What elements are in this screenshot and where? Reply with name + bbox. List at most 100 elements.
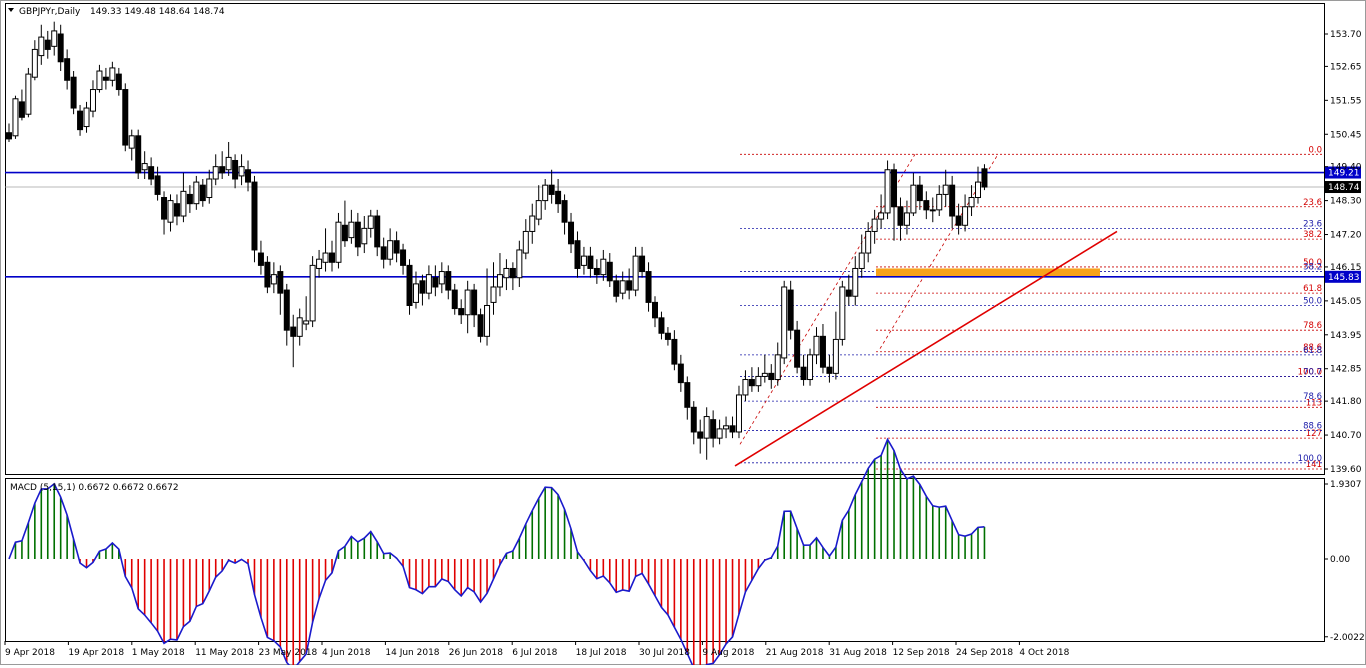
- candle-body: [516, 249, 523, 279]
- fib-red-label: 50.0: [1303, 258, 1322, 268]
- fib-red-label: 100.0: [1298, 367, 1322, 377]
- candle-body: [316, 258, 323, 269]
- candle-body: [955, 215, 962, 226]
- date-tick-label: 14 Jun 2018: [385, 648, 439, 658]
- support-price-tag: [1325, 270, 1361, 283]
- candle-body: [264, 261, 271, 288]
- candle-body: [742, 379, 749, 396]
- candle-body: [199, 184, 206, 202]
- candle-body: [652, 301, 658, 319]
- candle-body: [257, 252, 264, 266]
- candle-body: [83, 107, 90, 128]
- candle-body: [309, 264, 316, 322]
- candle-body: [12, 98, 19, 137]
- candle-body: [561, 200, 568, 223]
- macd-tick-label: 1.9307: [1330, 480, 1362, 490]
- candle-body: [77, 110, 84, 131]
- candle-body: [748, 379, 755, 387]
- candle-body: [496, 274, 503, 288]
- ohlc-readout: 149.33 149.48 148.64 148.74: [90, 7, 225, 17]
- support-zone: [876, 268, 1100, 277]
- candle-body: [96, 70, 103, 91]
- macd-group: 1.9307 0.00 -2.0022: [8, 437, 1365, 668]
- resistance-price-tag: [1325, 166, 1361, 179]
- candle-body: [942, 184, 949, 195]
- fib-blue-label: 88.6: [1303, 421, 1322, 431]
- candle-body: [335, 221, 342, 263]
- candle-body: [477, 314, 484, 337]
- candle-body: [451, 289, 458, 310]
- candle-body: [296, 317, 303, 337]
- candle-body: [509, 267, 516, 279]
- price-tick-label: 149.40: [1330, 163, 1362, 173]
- price-tick-label: 145.05: [1330, 297, 1362, 307]
- fib-red-label: 61.8: [1303, 284, 1322, 294]
- price-tick-label: 141.80: [1330, 397, 1362, 407]
- date-tick-label: 4 Jun 2018: [322, 648, 371, 658]
- candle-body: [115, 73, 122, 91]
- candle-body: [574, 240, 581, 269]
- candle-body: [839, 286, 846, 340]
- fib-red-label: 88.6: [1303, 343, 1322, 353]
- candle-body: [716, 428, 723, 439]
- fib-red-label: 23.6: [1303, 198, 1322, 208]
- fib-red-label: 38.2: [1303, 230, 1322, 240]
- price-axis: 153.70 152.65 151.55 150.45 149.40 148.30 147.…: [1324, 30, 1362, 475]
- candle-body: [51, 30, 58, 47]
- candle-body: [206, 178, 213, 199]
- candle-body: [697, 431, 704, 439]
- candle-body: [639, 255, 646, 273]
- triangle-down-icon[interactable]: [8, 8, 14, 12]
- macd-pane[interactable]: [5, 478, 1325, 642]
- macd-title: MACD (5,15,1) 0.6672 0.6672 0.6672: [10, 483, 179, 493]
- candle-body: [735, 394, 742, 433]
- candle-body: [710, 419, 717, 439]
- candle-body: [445, 271, 452, 291]
- date-tick-label: 30 Jul 2018: [639, 648, 690, 658]
- candle-body: [400, 249, 407, 266]
- candle-body: [800, 366, 807, 381]
- candle-body: [794, 329, 801, 368]
- macd-signal-line: [8, 437, 985, 668]
- candle-body: [787, 289, 794, 331]
- candle-body: [425, 274, 432, 294]
- candle-body: [761, 372, 768, 377]
- candle-body: [968, 197, 975, 208]
- candle-body: [878, 212, 885, 220]
- candle-body: [936, 193, 943, 211]
- candle-body: [684, 382, 691, 408]
- fib-blue-label: 61.8: [1303, 346, 1322, 356]
- candle-body: [981, 168, 988, 188]
- candle-body: [341, 224, 348, 242]
- candle-body: [193, 181, 200, 205]
- fib-red-label: 141: [1306, 460, 1322, 470]
- candle-body: [367, 215, 374, 229]
- support-price-tag-label: 145.83: [1328, 273, 1360, 283]
- candle-body: [813, 335, 820, 356]
- candle-body: [238, 166, 245, 177]
- date-tick-label: 18 Jul 2018: [576, 648, 627, 658]
- candle-body: [632, 255, 639, 291]
- fib-blue-label: 78.6: [1303, 392, 1322, 402]
- candle-body: [832, 338, 839, 374]
- price-pane[interactable]: [5, 3, 1325, 475]
- candle-body: [290, 326, 297, 337]
- candle-body: [44, 39, 51, 50]
- candle-body: [393, 240, 400, 254]
- last-price-tag-label: 148.74: [1328, 183, 1360, 193]
- candle-body: [845, 289, 852, 297]
- candle-body: [283, 289, 290, 331]
- candle-body: [580, 255, 587, 266]
- candle-body: [18, 101, 25, 118]
- candle-body: [348, 221, 355, 239]
- macd-tick-label: 0.00: [1330, 555, 1350, 565]
- candle-body: [703, 416, 710, 439]
- date-tick-label: 31 Aug 2018: [829, 648, 887, 658]
- candle-body: [270, 274, 277, 285]
- date-tick-label: 9 Apr 2018: [5, 648, 55, 658]
- candle-body: [826, 366, 833, 374]
- candle-body: [949, 184, 956, 217]
- candle-body: [57, 33, 64, 63]
